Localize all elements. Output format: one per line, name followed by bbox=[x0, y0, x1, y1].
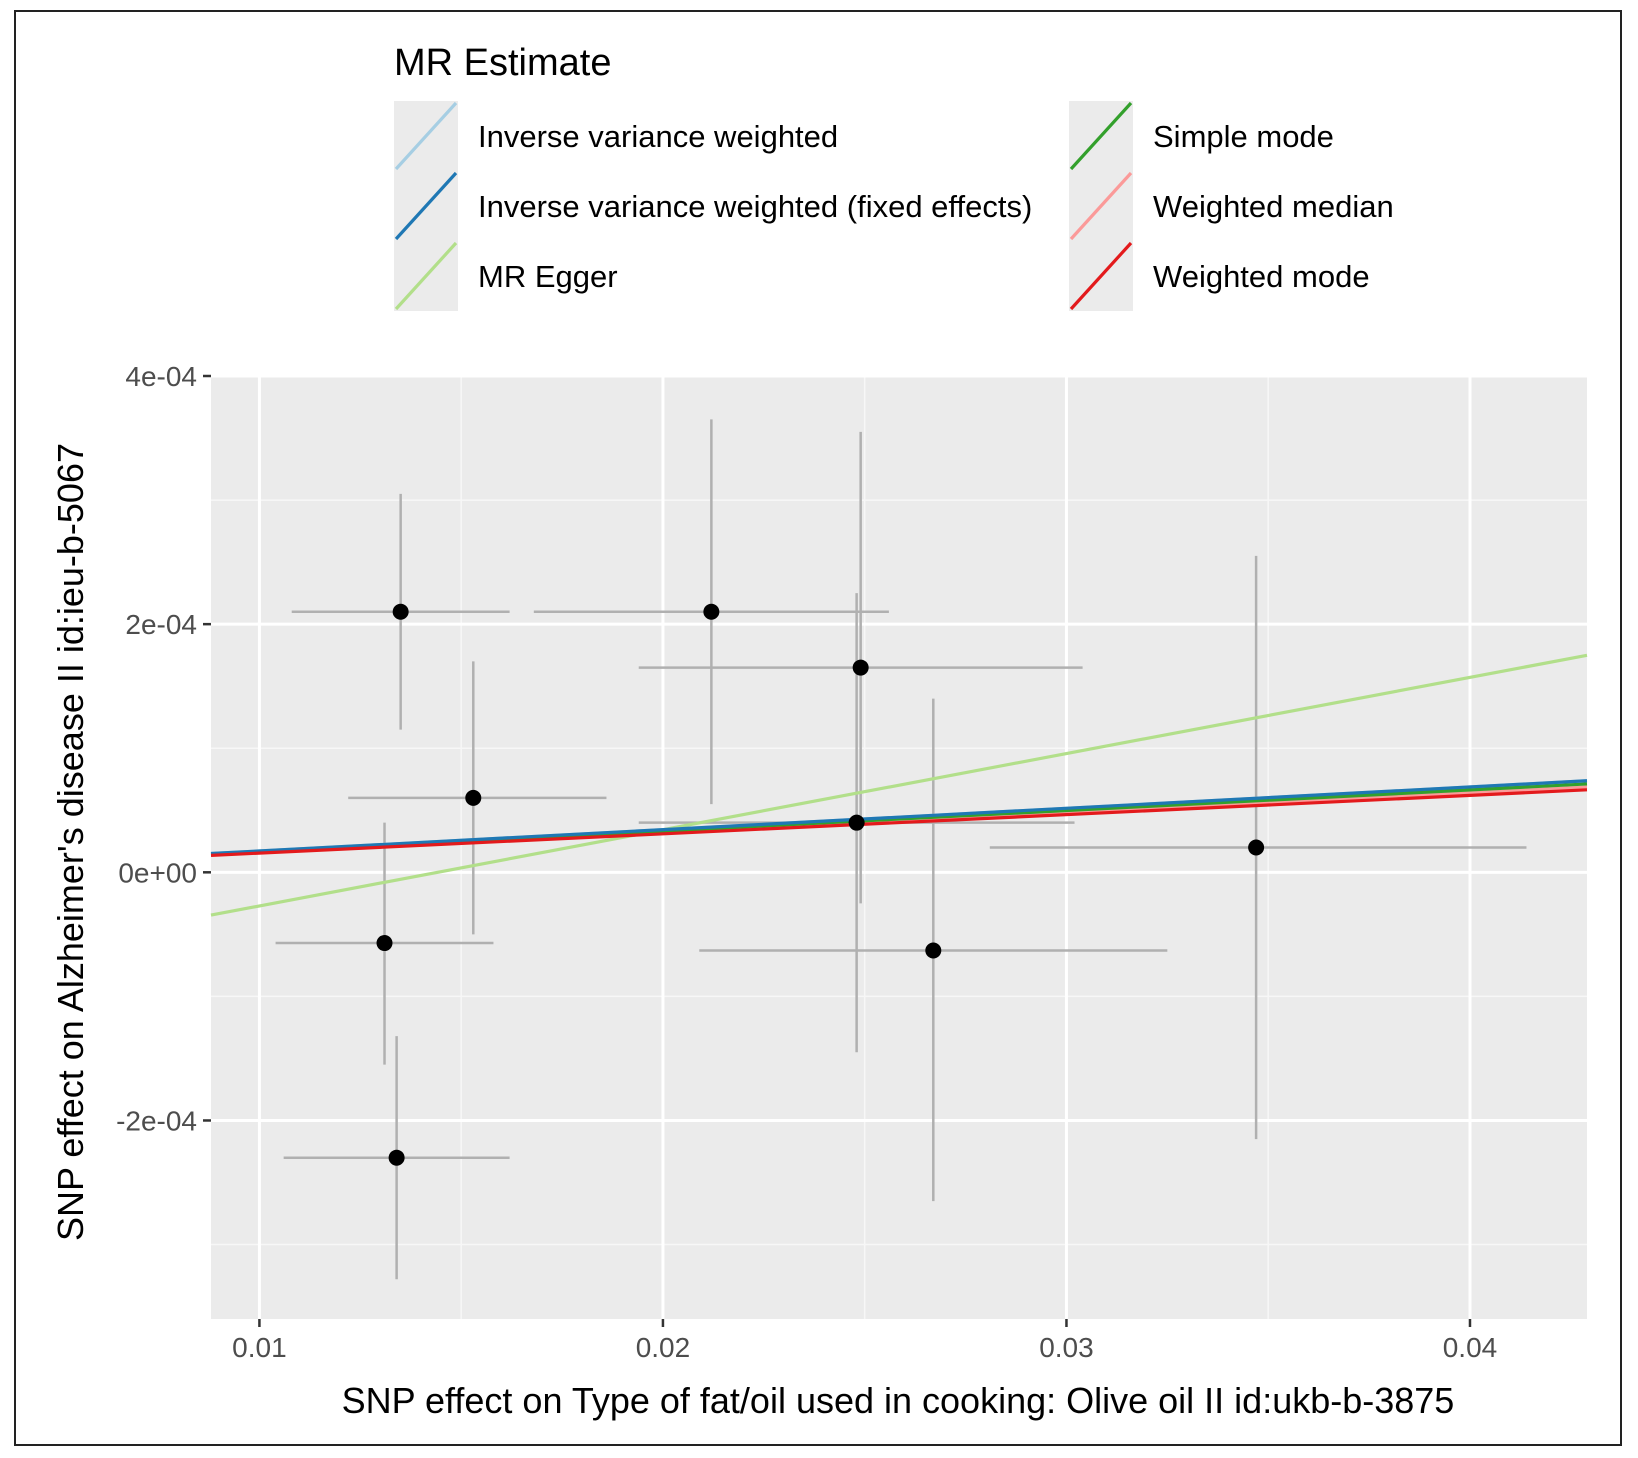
x-axis: 0.01 0.02 0.03 0.04 bbox=[232, 1319, 1497, 1363]
data-point bbox=[925, 942, 942, 959]
data-point bbox=[376, 935, 393, 952]
x-tick-label: 0.03 bbox=[1039, 1332, 1094, 1363]
legend-key-line bbox=[1069, 101, 1133, 171]
legend-entries: Inverse variance weighted Inverse varianc… bbox=[394, 101, 1394, 311]
legend-entry: Simple mode bbox=[1069, 101, 1334, 171]
y-tick-label: 2e-04 bbox=[125, 609, 197, 640]
line-mr-egger bbox=[210, 653, 1588, 917]
y-tick-label: 4e-04 bbox=[125, 361, 197, 392]
line-weighted-mode bbox=[210, 788, 1588, 857]
x-tick-label: 0.04 bbox=[1443, 1332, 1498, 1363]
grid-minor bbox=[211, 376, 1587, 1319]
legend-label: Weighted mode bbox=[1153, 259, 1370, 294]
legend-key-line bbox=[1069, 171, 1133, 241]
data-points bbox=[376, 603, 1265, 1166]
legend: MR Estimate Inverse variance weightedInv… bbox=[394, 42, 1394, 311]
data-point bbox=[388, 1149, 405, 1166]
legend-key-line bbox=[394, 171, 458, 241]
data-point bbox=[465, 789, 482, 806]
legend-label: Simple mode bbox=[1153, 119, 1334, 154]
data-point bbox=[703, 603, 720, 620]
x-tick-label: 0.01 bbox=[232, 1332, 287, 1363]
line-inverse-variance-weighted-fixed-effects bbox=[210, 779, 1588, 856]
x-tick-label: 0.02 bbox=[636, 1332, 691, 1363]
legend-entry: Inverse variance weighted bbox=[394, 101, 838, 171]
legend-label: Inverse variance weighted (fixed effects… bbox=[478, 189, 1032, 224]
regression-lines bbox=[210, 653, 1588, 917]
legend-entry: Inverse variance weighted (fixed effects… bbox=[394, 171, 1032, 241]
legend-label: Weighted median bbox=[1153, 189, 1394, 224]
y-axis-title: SNP effect on Alzheimer's disease II id:… bbox=[50, 443, 91, 1241]
legend-label: Inverse variance weighted bbox=[478, 119, 838, 154]
data-point bbox=[852, 659, 869, 676]
y-tick-label: 0e+00 bbox=[118, 857, 197, 888]
legend-key-line bbox=[394, 241, 458, 311]
legend-key-line bbox=[1069, 241, 1133, 311]
y-axis: -2e-04 0e+00 2e-04 4e-04 bbox=[116, 361, 211, 1136]
data-point bbox=[1248, 839, 1265, 856]
data-point bbox=[848, 814, 865, 831]
data-point bbox=[392, 603, 409, 620]
legend-key-line bbox=[394, 101, 458, 171]
x-axis-title: SNP effect on Type of fat/oil used in co… bbox=[342, 1380, 1455, 1421]
legend-entry: Weighted median bbox=[1069, 171, 1394, 241]
legend-title: MR Estimate bbox=[394, 42, 611, 84]
legend-entry: Weighted mode bbox=[1069, 241, 1370, 311]
legend-entry: MR Egger bbox=[394, 241, 618, 311]
y-tick-label: -2e-04 bbox=[116, 1105, 197, 1136]
legend-label: MR Egger bbox=[478, 259, 618, 294]
